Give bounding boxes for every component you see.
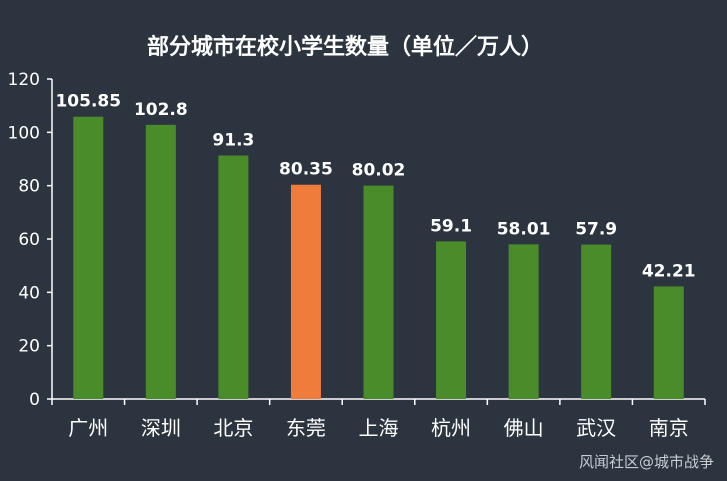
x-tick-label: 广州 (68, 416, 108, 440)
data-label: 80.35 (279, 160, 333, 180)
bar (436, 241, 467, 399)
y-tick-label: 40 (18, 283, 40, 303)
data-label: 58.01 (497, 219, 551, 239)
x-tick-label: 杭州 (431, 416, 471, 440)
data-label: 80.02 (352, 161, 406, 181)
bar (218, 155, 249, 399)
bar (653, 286, 684, 399)
x-axis: 广州 深圳 北京 东莞 上海 杭州 佛山 武汉 南京 (51, 398, 706, 440)
y-tick-label: 100 (8, 123, 40, 143)
y-tick-label: 80 (18, 177, 40, 197)
y-tick-label: 60 (18, 230, 40, 250)
x-tick-label: 深圳 (141, 416, 181, 440)
watermark: 风闻社区@城市战争 (579, 453, 714, 471)
bar (73, 116, 104, 399)
data-label: 59.1 (430, 216, 472, 236)
bar (363, 185, 394, 399)
data-label: 91.3 (212, 131, 254, 151)
chart-title: 部分城市在校小学生数量（单位／万人） (147, 34, 543, 60)
x-tick-label: 佛山 (504, 416, 544, 440)
x-tick-label: 北京 (213, 416, 253, 440)
y-tick-label: 0 (29, 390, 40, 410)
y-tick-label: 20 (18, 337, 40, 357)
bar (508, 244, 539, 399)
bar (290, 184, 321, 399)
bar (581, 244, 612, 399)
bars (73, 116, 684, 399)
data-label: 102.8 (134, 100, 188, 120)
bar (145, 124, 176, 399)
x-tick-label: 上海 (359, 416, 399, 440)
x-tick-label: 武汉 (576, 416, 616, 440)
data-label: 42.21 (642, 261, 696, 281)
y-axis: 0 20 40 60 80 100 120 (8, 70, 53, 410)
data-labels: 105.85 102.8 91.3 80.35 80.02 59.1 58.01 57.9 42… (55, 92, 695, 282)
data-label: 105.85 (55, 92, 121, 112)
x-tick-label: 东莞 (286, 416, 326, 440)
data-label: 57.9 (575, 220, 617, 240)
x-tick-label: 南京 (649, 416, 689, 440)
y-tick-label: 120 (8, 70, 40, 90)
